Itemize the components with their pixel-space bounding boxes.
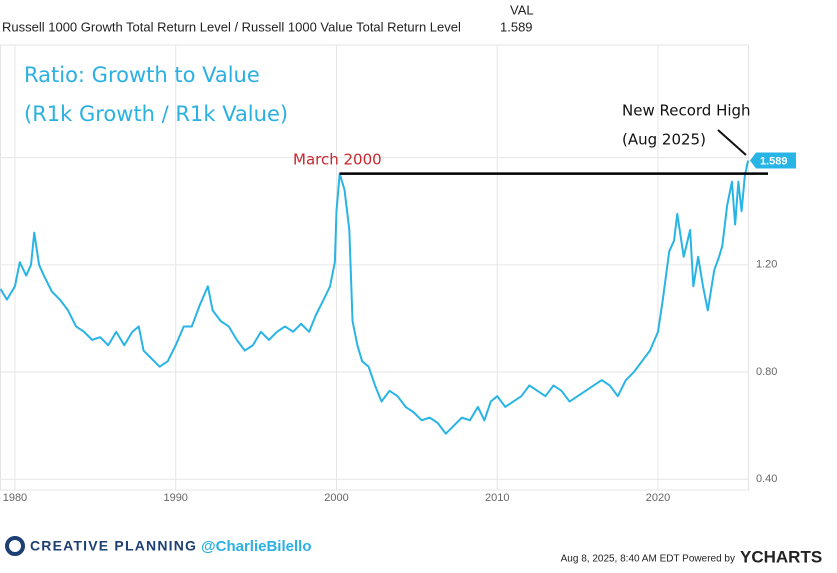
annotation: March 2000 [293, 151, 382, 169]
handle: @CharlieBilello [201, 538, 312, 555]
x-tick-label: 2010 [485, 492, 509, 504]
value-callout [750, 152, 796, 169]
x-tick-label: 2020 [646, 492, 670, 504]
data-line [0, 160, 749, 435]
y-tick-label: 1.20 [756, 259, 777, 271]
value-label: 1.589 [760, 155, 788, 167]
x-tick-label: 2000 [324, 492, 348, 504]
y-tick-label: 0.80 [756, 366, 777, 378]
column-header: VAL [510, 2, 534, 17]
annotation: New Record High [622, 102, 751, 120]
chart-subtitle: (R1k Growth / R1k Value) [24, 102, 288, 126]
chart-title: Ratio: Growth to Value [24, 63, 260, 87]
footer-logo: CREATIVE PLANNING [5, 536, 197, 556]
annotation: (Aug 2025) [622, 131, 706, 149]
series-name: Russell 1000 Growth Total Return Level /… [2, 19, 461, 34]
y-tick-label: 0.40 [756, 473, 777, 485]
timestamp: Aug 8, 2025, 8:40 AM EDT Powered by [561, 554, 735, 565]
header-value: 1.589 [500, 19, 533, 34]
annotation-arrow [717, 129, 747, 156]
logo-icon [5, 536, 25, 556]
source-logo: YCHARTS [740, 547, 822, 566]
plot-border [0, 44, 749, 491]
x-tick-label: 1980 [3, 492, 27, 504]
brand: CREATIVE PLANNING [30, 538, 197, 554]
x-tick-label: 1990 [163, 492, 187, 504]
